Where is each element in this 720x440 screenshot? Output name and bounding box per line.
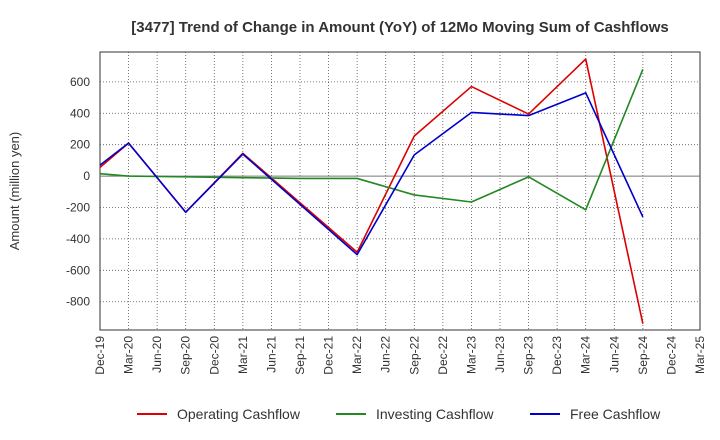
x-tick-label: Jun-24 [607, 336, 621, 373]
legend: Operating Cashflow Investing Cashflow Free… [137, 406, 661, 422]
x-tick-label: Sep-23 [522, 336, 536, 375]
y-axis-label: Amount (million yen) [7, 132, 22, 251]
y-tick-label: 200 [70, 138, 90, 152]
y-tick-label: 400 [70, 106, 90, 120]
x-tick-label: Mar-25 [693, 336, 707, 374]
x-tick-label: Sep-22 [407, 336, 421, 375]
legend-label: Free Cashflow [570, 406, 661, 422]
plot-area: -800 -600 -400 -200 0 200 400 600 Dec-19 Mar-20 Ju… [66, 51, 707, 375]
y-tick-label: -400 [66, 232, 90, 246]
x-tick-label: Mar-24 [579, 336, 593, 374]
series-line [99, 68, 644, 211]
x-tick-label: Dec-22 [436, 336, 450, 375]
x-tick-label: Sep-21 [293, 336, 307, 375]
y-tick-label: -200 [66, 200, 90, 214]
x-tick-label: Dec-20 [207, 336, 221, 375]
x-tick-label: Dec-21 [322, 336, 336, 375]
x-tick-label: Mar-23 [464, 336, 478, 374]
x-tick-label: Jun-23 [493, 336, 507, 373]
x-tick-label: Mar-22 [350, 336, 364, 374]
x-tick-label: Dec-19 [93, 336, 107, 375]
x-tick-label: Sep-24 [636, 336, 650, 375]
x-tick-label: Jun-21 [264, 336, 278, 373]
legend-label: Operating Cashflow [177, 406, 301, 422]
y-tick-label: -600 [66, 263, 90, 277]
legend-label: Investing Cashflow [376, 406, 494, 422]
chart-title: [3477] Trend of Change in Amount (YoY) o… [131, 19, 669, 36]
x-tick-label: Mar-20 [122, 336, 136, 374]
x-tick-label: Sep-20 [179, 336, 193, 375]
x-tick-label: Dec-24 [664, 336, 678, 375]
y-tick-label: 0 [83, 169, 90, 183]
x-tick-label: Jun-22 [379, 336, 393, 373]
x-tick-label: Jun-20 [150, 336, 164, 373]
y-tick-label: -800 [66, 295, 90, 309]
series-line [99, 92, 644, 256]
y-tick-label: 600 [70, 75, 90, 89]
x-tick-label: Mar-21 [236, 336, 250, 374]
x-tick-label: Dec-23 [550, 336, 564, 375]
